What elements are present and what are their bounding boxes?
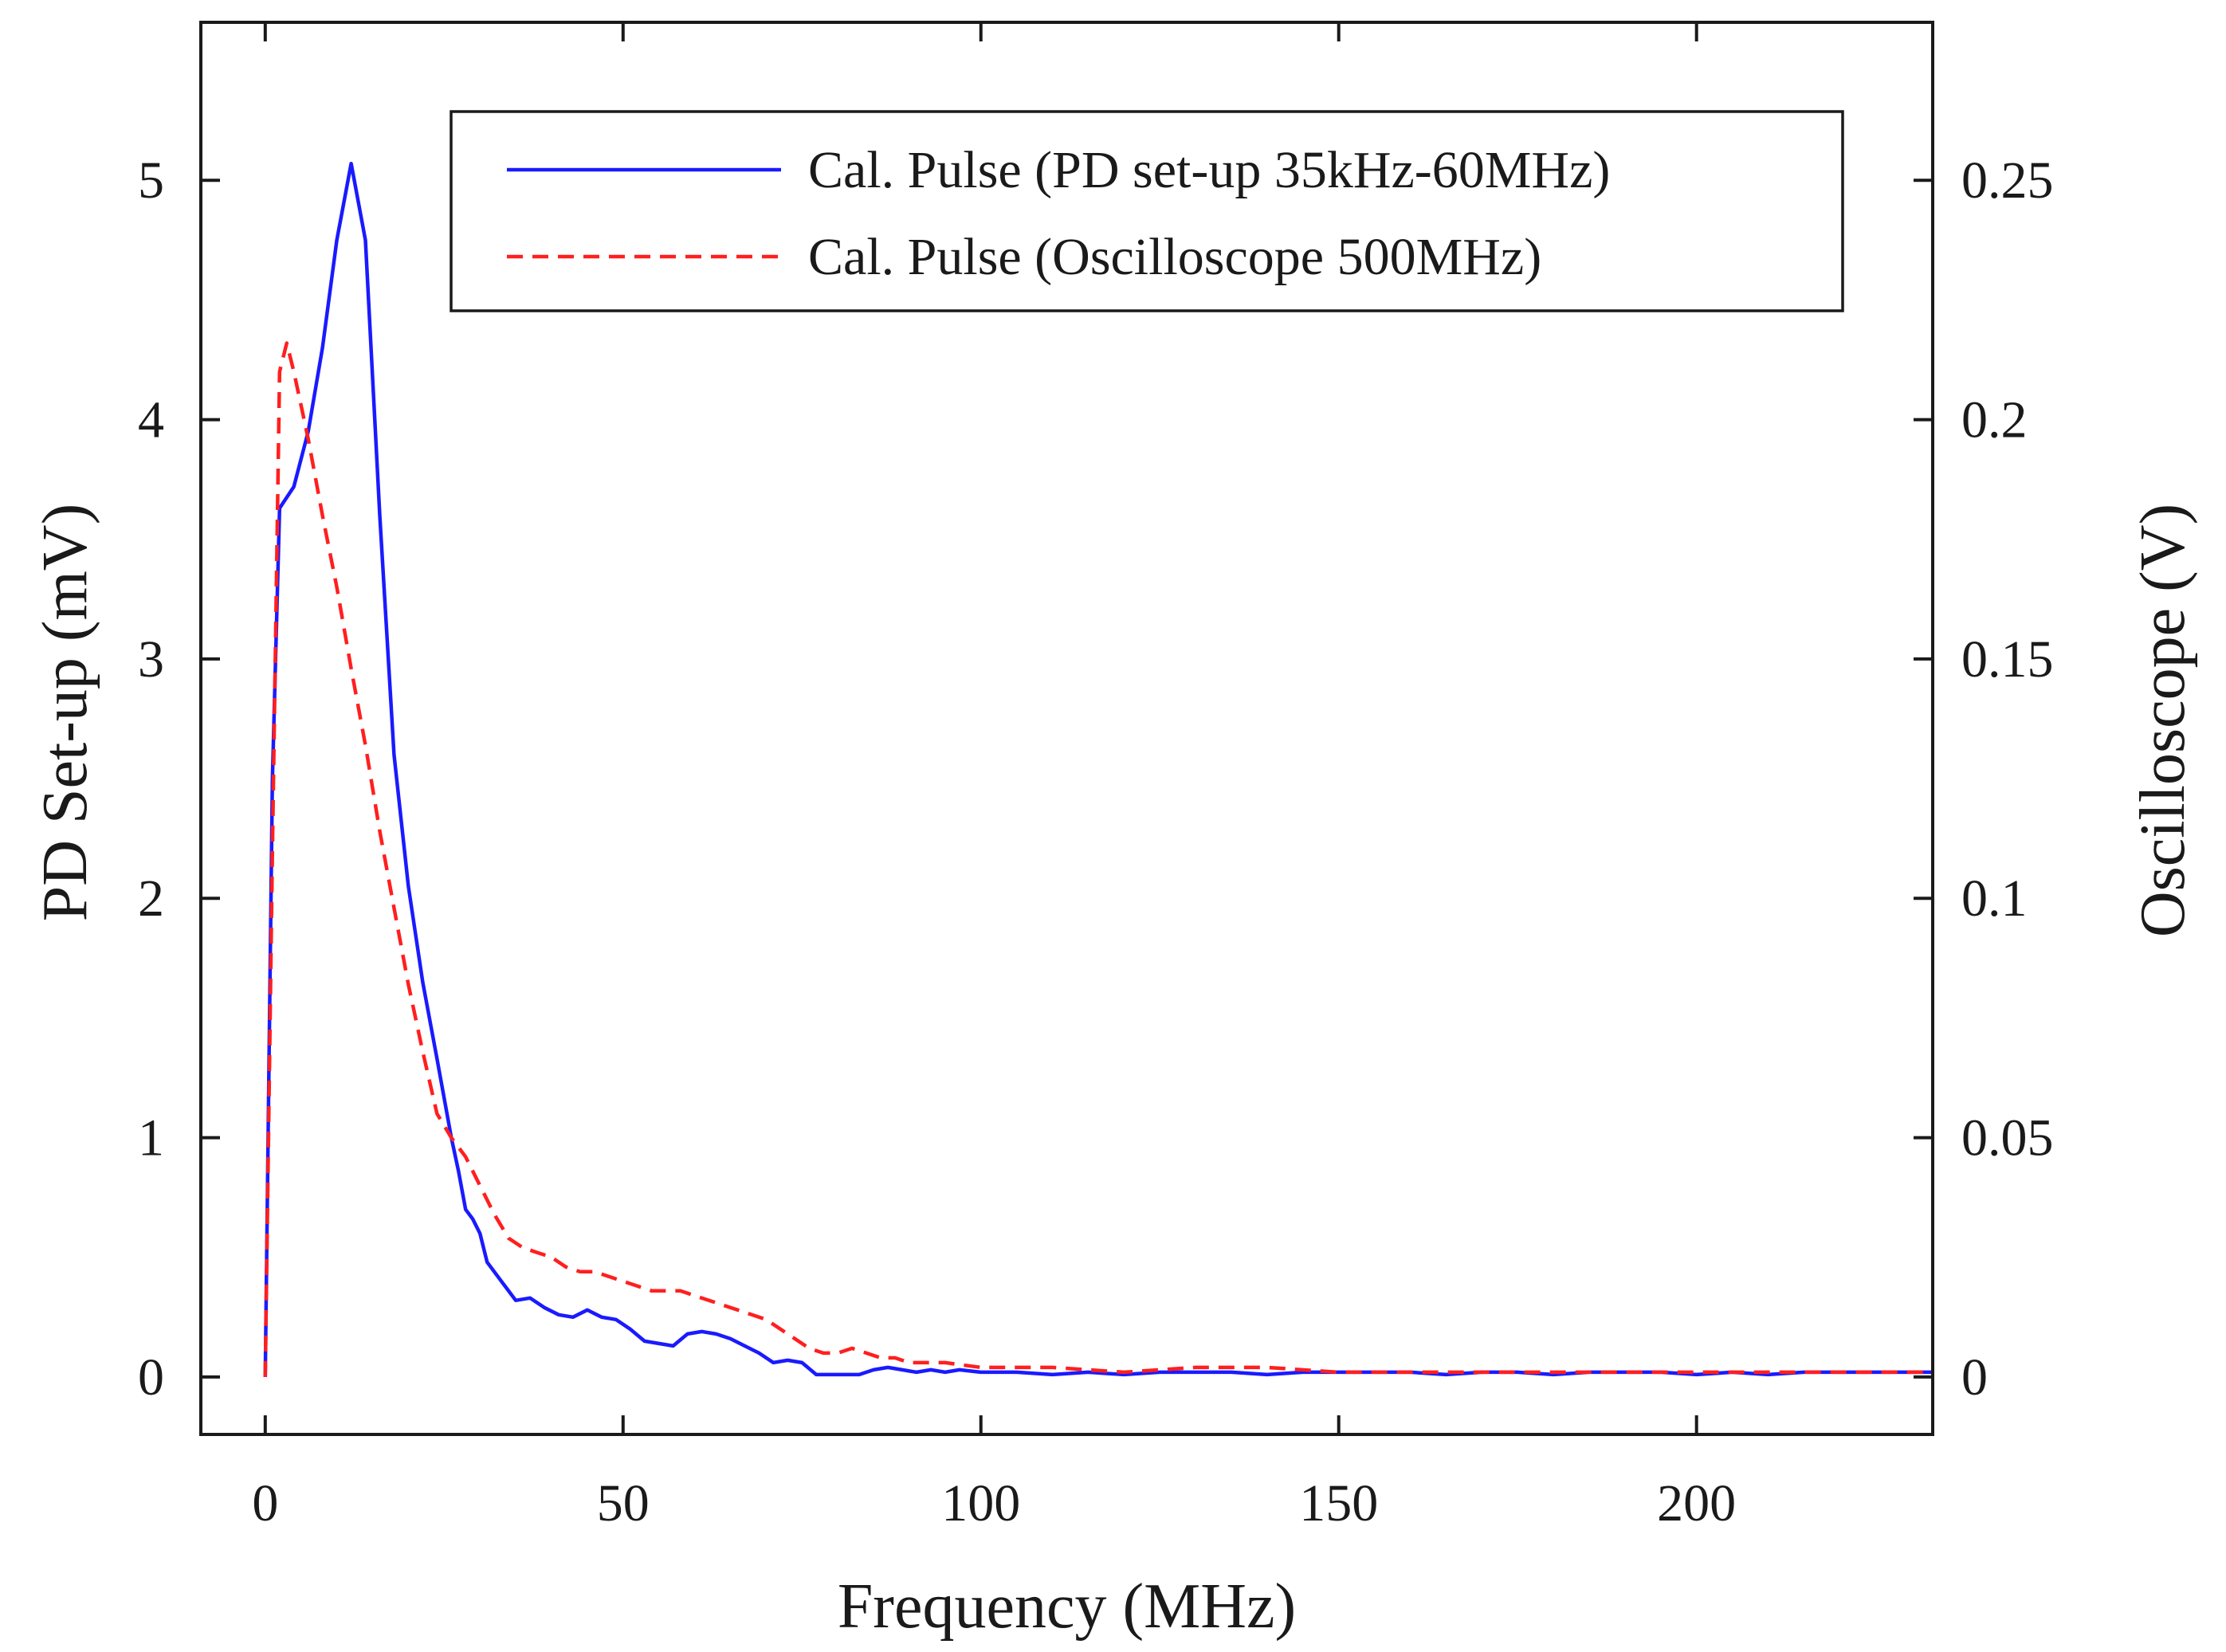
series-line-oscilloscope — [263, 341, 1933, 1377]
x-tick-label: 100 — [941, 1474, 1020, 1532]
x-tick-label: 150 — [1299, 1474, 1378, 1532]
x-tick-label: 200 — [1657, 1474, 1736, 1532]
y-left-tick-label: 4 — [138, 391, 164, 449]
legend-box — [450, 110, 1844, 312]
y-right-tick-label: 0.05 — [1961, 1109, 2054, 1167]
x-axis-label: Frequency (MHz) — [838, 1572, 1296, 1642]
series-layer — [263, 161, 1933, 1377]
x-tick-label: 50 — [597, 1474, 650, 1532]
legend: Cal. Pulse (PD set-up 35kHz-60MHz) Cal. … — [450, 110, 1844, 312]
y-right-tick-label: 0.1 — [1961, 869, 2028, 928]
y-left-tick-label: 3 — [138, 630, 164, 689]
y-left-tick-label: 0 — [138, 1348, 164, 1407]
y-right-tick-label: 0 — [1961, 1348, 1988, 1407]
legend-label-oscilloscope: Cal. Pulse (Oscilloscope 500MHz) — [808, 228, 1541, 286]
y-right-tick-label: 0.15 — [1961, 630, 2054, 689]
legend-label-pd-setup: Cal. Pulse (PD set-up 35kHz-60MHz) — [808, 141, 1610, 199]
y-left-axis-label: PD Set-up (mV) — [30, 504, 100, 921]
y-left-tick-label: 1 — [138, 1109, 164, 1167]
y-left-tick-label: 2 — [138, 869, 164, 928]
series-line-pd-setup — [263, 161, 1933, 1377]
y-left-tick-label: 5 — [138, 151, 164, 210]
plot-frame — [199, 21, 1934, 1436]
y-right-tick-label: 0.25 — [1961, 151, 2054, 210]
x-tick-label: 0 — [252, 1474, 278, 1532]
labels-layer: Frequency (MHz) PD Set-up (mV) Oscillosc… — [30, 504, 2198, 1642]
y-right-tick-label: 0.2 — [1961, 391, 2028, 449]
y-right-axis-label: Oscilloscope (V) — [2128, 504, 2198, 937]
